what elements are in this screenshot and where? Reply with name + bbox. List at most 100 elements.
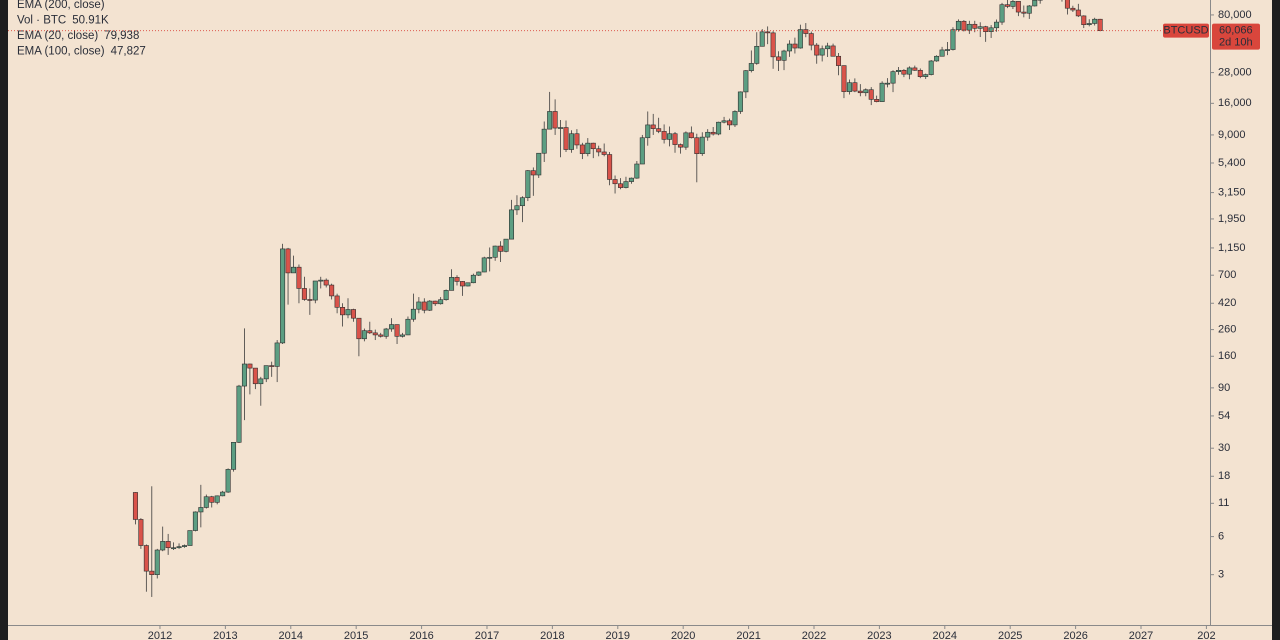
candle-body <box>389 324 395 330</box>
x-tick-label: 2016 <box>409 630 433 640</box>
candle-body <box>563 127 569 150</box>
candle-body <box>541 128 547 154</box>
y-tick-label: 18 <box>1218 470 1230 482</box>
candle-body <box>209 496 215 503</box>
candle-body <box>983 26 989 32</box>
candle-body <box>808 33 814 46</box>
candle-body <box>901 69 907 75</box>
y-tick-label: 3 <box>1218 569 1224 581</box>
candle-body <box>661 131 667 140</box>
candle-body <box>710 131 716 135</box>
candle-body <box>470 274 476 284</box>
candle-body <box>154 549 160 575</box>
right-frame <box>1272 0 1280 640</box>
candle-body <box>149 570 155 575</box>
candle-body <box>503 238 509 252</box>
x-tick-label: 2013 <box>213 630 237 640</box>
y-tick-label: 3,150 <box>1218 186 1246 198</box>
left-frame <box>0 0 8 640</box>
candle-body <box>939 49 945 57</box>
candle-body <box>737 91 743 112</box>
y-tick-label: 11 <box>1218 497 1229 509</box>
candle-body <box>236 385 242 443</box>
candle-body <box>476 271 482 276</box>
candle-body <box>776 56 782 61</box>
candle-body <box>558 127 564 129</box>
candle-body <box>187 530 193 546</box>
candle-body <box>906 67 912 75</box>
candle-body <box>536 152 542 176</box>
candle-body <box>345 309 351 316</box>
symbol-label: BTCUSD <box>1163 25 1208 37</box>
candle-body <box>171 547 177 550</box>
candle-body <box>509 209 515 240</box>
x-tick-label: 2019 <box>606 630 630 640</box>
x-tick-label: 2017 <box>475 630 499 640</box>
x-tick-label: 2015 <box>344 630 368 640</box>
candle-body <box>961 20 967 31</box>
candle-body <box>438 299 444 305</box>
legend-value: 47,827 <box>111 46 146 58</box>
legend: EMA (200, close) Vol · BTC 50.91K EMA (20, … <box>17 0 146 58</box>
y-tick-label: 80,000 <box>1218 9 1252 21</box>
candle-body <box>1015 1 1021 13</box>
candle-body <box>1010 1 1016 7</box>
candle-body <box>846 82 852 92</box>
candle-body <box>198 507 204 513</box>
candle-body <box>1097 18 1103 31</box>
candle-body <box>263 365 269 380</box>
candle-body <box>552 111 558 129</box>
candle-body <box>628 177 634 182</box>
candle-body <box>639 137 645 165</box>
candle-body <box>432 300 438 305</box>
candle-body <box>868 89 874 100</box>
symbol-box <box>1163 23 1209 38</box>
candle-body <box>220 491 226 497</box>
candle-body <box>743 70 749 93</box>
candle-body <box>1070 7 1076 11</box>
candle-body <box>672 133 678 145</box>
candle-body <box>852 82 858 92</box>
x-tick-label: 2023 <box>867 630 891 640</box>
candle-body <box>895 69 901 72</box>
candle-body <box>372 332 378 336</box>
candle-body <box>890 71 896 84</box>
candle-body <box>585 142 591 154</box>
candle-body <box>405 318 411 336</box>
candle-body <box>291 266 297 274</box>
candle-body <box>727 120 733 126</box>
candle-body <box>792 43 798 49</box>
x-tick-label: 2018 <box>540 630 564 640</box>
legend-name: EMA (200, close) <box>17 0 105 11</box>
candle-body <box>879 82 885 102</box>
candle-body <box>323 279 329 286</box>
x-tick-label: 2027 <box>1129 630 1153 640</box>
candle-body <box>579 144 585 154</box>
candle-body <box>656 128 662 132</box>
axes: 80,000 28,000 16,000 9,000 5,400 3,150 1,950 1,… <box>148 9 1252 640</box>
candle-body <box>1004 4 1010 7</box>
candle-body <box>721 120 727 123</box>
candle-body <box>258 378 264 385</box>
candle-body <box>966 23 972 31</box>
candle-body <box>754 45 760 64</box>
candle-body <box>443 290 449 301</box>
candle-body <box>312 280 318 301</box>
legend-name: Vol · BTC <box>17 15 66 27</box>
x-tick-label: 2025 <box>998 630 1022 640</box>
x-tick-label: 2021 <box>736 630 760 640</box>
candle-body <box>786 43 792 52</box>
candle-body <box>356 317 362 340</box>
candle-body <box>568 133 574 150</box>
candle-body <box>874 99 880 102</box>
candle-body <box>367 330 373 334</box>
candle-body <box>530 170 536 176</box>
candle-body <box>885 82 891 85</box>
y-tick-label: 6 <box>1218 531 1224 543</box>
candle-body <box>143 545 149 572</box>
candle-body <box>977 26 983 29</box>
candle-body <box>863 89 869 94</box>
candle-body <box>214 495 220 503</box>
